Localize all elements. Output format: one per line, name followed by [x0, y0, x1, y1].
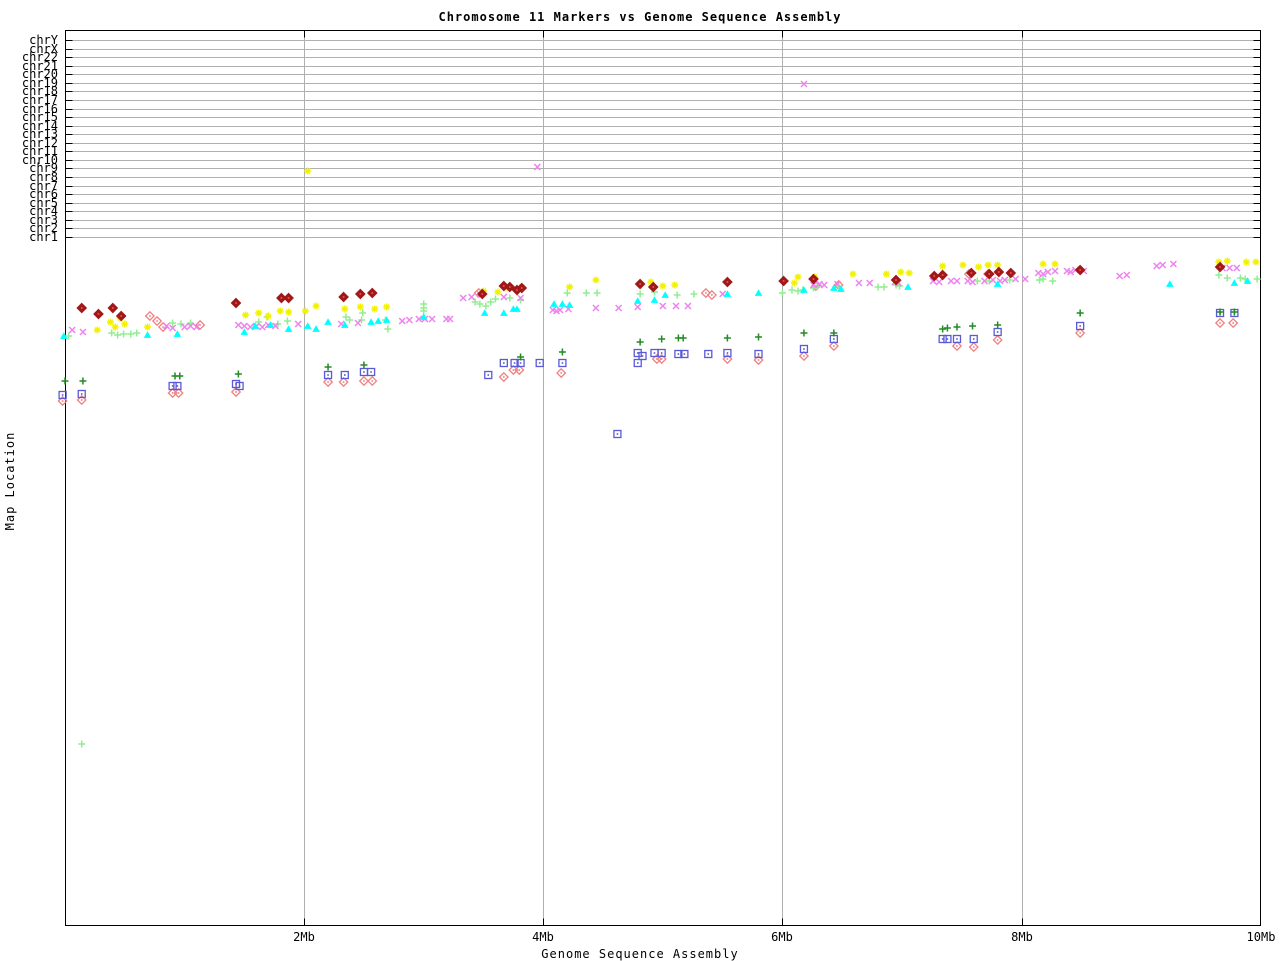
y-tick-label: chr15 — [22, 110, 58, 124]
series-wi-rh — [93, 167, 1260, 334]
y-tick-label: chr8 — [29, 170, 58, 184]
x-tick-label: 6Mb — [771, 930, 793, 944]
y-tick-label: chr3 — [29, 213, 58, 227]
y-tick-label: chr22 — [22, 50, 58, 64]
x-tick-labels: 2Mb 4Mb 6Mb 8Mb 10Mb — [293, 930, 1275, 944]
y-tick-labels: chrYchrXchr22chr21chr20chr19chr18chr17ch… — [22, 33, 59, 244]
x-tick-label: 2Mb — [293, 930, 315, 944]
y-tick-label: chr2 — [29, 221, 58, 235]
series-gm99-g3 — [76, 261, 1226, 322]
y-tick-label: chr4 — [29, 204, 58, 218]
y-tick-label: chr19 — [22, 76, 58, 90]
y-tick-label: chr14 — [22, 119, 58, 133]
y-tick-label: chr6 — [29, 187, 58, 201]
series-genethon — [57, 268, 1239, 407]
y-tick-label: chr11 — [22, 144, 58, 158]
y-tick-label: chr20 — [22, 67, 58, 81]
y-tick-label: chr13 — [22, 127, 58, 141]
y-tick-label: chr17 — [22, 93, 58, 107]
series-wi-yac — [60, 277, 1252, 339]
series-tng — [68, 80, 1241, 336]
plot-border — [65, 30, 1261, 926]
y-tick-label: chr7 — [29, 179, 58, 193]
y-tick-label: chr12 — [22, 136, 58, 150]
y-tick-label: chr10 — [22, 153, 58, 167]
y-tick-label: chrX — [29, 42, 59, 56]
x-tick-label: 8Mb — [1011, 930, 1033, 944]
series-decode — [61, 308, 1238, 385]
y-tick-label: chr18 — [22, 84, 58, 98]
gridlines — [65, 30, 1261, 926]
y-tick-label: chr5 — [29, 196, 58, 210]
x-axis-label: Genome Sequence Assembly — [541, 947, 739, 961]
axis-ticks — [65, 30, 1261, 926]
series-marshfield — [58, 308, 1239, 439]
x-tick-label: 10Mb — [1247, 930, 1276, 944]
y-tick-label: chrY — [29, 33, 59, 47]
y-tick-label: chr9 — [29, 161, 58, 175]
x-tick-label: 4Mb — [532, 930, 554, 944]
y-tick-label: chr16 — [22, 102, 58, 116]
chart-title: Chromosome 11 Markers vs Genome Sequence… — [438, 10, 842, 24]
y-tick-label: chr21 — [22, 59, 58, 73]
y-tick-label: chr1 — [29, 230, 58, 244]
series-gm99-gb4 — [65, 271, 1261, 748]
